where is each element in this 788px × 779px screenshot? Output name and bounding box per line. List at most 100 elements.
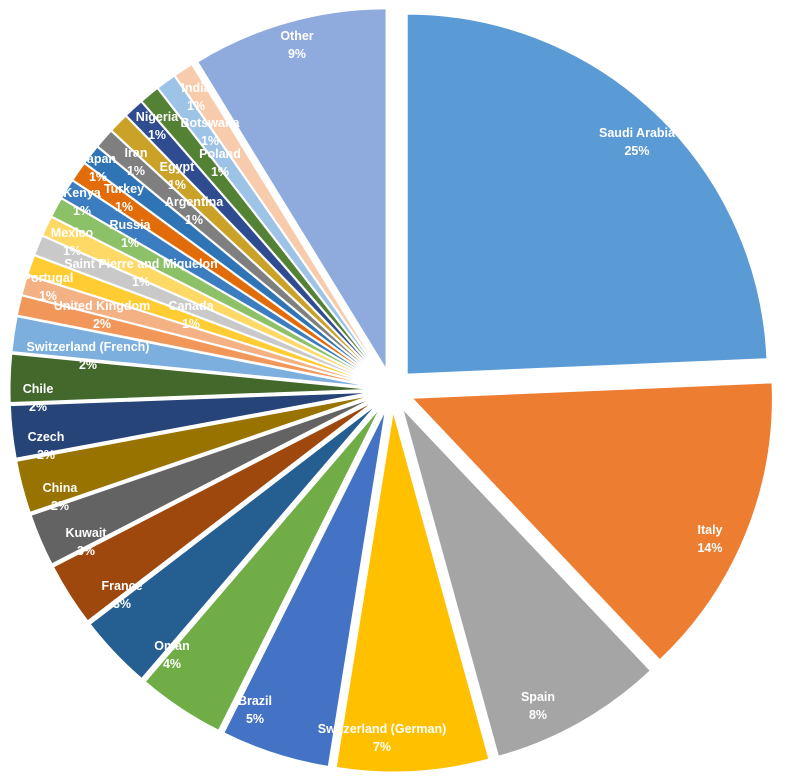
slice-percent-label: 1%	[182, 317, 200, 331]
slice-label-india: India 1%	[181, 81, 211, 113]
slice-name-label: Argentina	[165, 195, 224, 209]
slice-percent-label: 7%	[373, 740, 391, 754]
slice-label-other: Other 9%	[280, 29, 313, 61]
pie-slice-czech	[16, 395, 371, 513]
pie-slice-japan	[84, 146, 375, 377]
slice-label-egypt: Egypt 1%	[160, 160, 196, 192]
slice-name-label: China	[43, 481, 79, 495]
slice-name-label: Saudi Arabia	[599, 126, 676, 140]
slice-percent-label: 9%	[288, 47, 306, 61]
slice-name-label: India	[181, 81, 211, 95]
slice-percent-label: 2%	[93, 317, 111, 331]
pie-slice-other	[197, 8, 387, 371]
slice-label-japan: Japan 1%	[80, 152, 116, 184]
slice-percent-label: 1%	[132, 275, 150, 289]
slice-label-saint-pierre-and-miquelon: Saint Pierre and Miquelon 1%	[64, 257, 218, 289]
slice-percent-label: 5%	[246, 712, 264, 726]
pie-slice-saudi-arabia	[406, 13, 768, 375]
slice-label-switzerland-german: Switzerland (German) 7%	[318, 722, 447, 754]
slice-name-label: Kenya	[63, 186, 102, 200]
slice-percent-label: 14%	[697, 541, 722, 555]
slice-label-canada: Canada 1%	[168, 299, 214, 331]
pie-slice-brazil	[223, 410, 386, 767]
slice-label-argentina: Argentina 1%	[165, 195, 224, 227]
slice-name-label: Czech	[28, 430, 65, 444]
pie-slice-russia	[42, 216, 373, 382]
pie-slice-nigeria	[125, 101, 378, 375]
slice-name-label: Iran	[125, 146, 148, 160]
slice-name-label: Kuwait	[66, 526, 108, 540]
slice-name-label: Other	[280, 29, 313, 43]
slice-label-france: France 3%	[102, 579, 143, 611]
slice-percent-label: 1%	[168, 178, 186, 192]
slice-label-turkey: Turkey 1%	[104, 182, 144, 214]
slice-name-label: France	[102, 579, 143, 593]
slice-percent-label: 4%	[163, 657, 181, 671]
pie-slice-turkey	[61, 180, 374, 379]
slice-name-label: Egypt	[160, 160, 196, 174]
slice-name-label: Poland	[199, 147, 241, 161]
slice-name-label: Canada	[168, 299, 214, 313]
slice-name-label: Turkey	[104, 182, 144, 196]
slice-label-spain: Spain 8%	[521, 690, 555, 722]
slice-percent-label: 1%	[148, 128, 166, 142]
slice-percent-label: 1%	[121, 236, 139, 250]
slice-label-saudi-arabia: Saudi Arabia 25%	[599, 126, 676, 158]
slice-name-label: Botswana	[180, 116, 240, 130]
pie-slice-chile	[9, 391, 371, 459]
pie-slice-botswana	[157, 75, 380, 373]
slice-label-kenya: Kenya 1%	[63, 186, 102, 218]
slice-name-label: Japan	[80, 152, 116, 166]
slice-percent-label: 1%	[201, 134, 219, 148]
pie-slice-china	[30, 398, 372, 565]
slice-label-china: China 2%	[43, 481, 79, 513]
slice-label-iran: Iran 1%	[125, 146, 148, 178]
pie-slice-portugal	[21, 275, 372, 385]
slice-label-switzerland-french: Switzerland (French) 2%	[27, 340, 150, 372]
slice-name-label: Italy	[697, 523, 722, 537]
slice-label-poland: Poland 1%	[199, 147, 241, 179]
slice-name-label: Spain	[521, 690, 555, 704]
slice-percent-label: 1%	[89, 170, 107, 184]
slice-label-chile: Chile 2%	[23, 382, 54, 414]
slice-name-label: Brazil	[238, 694, 272, 708]
pie-slice-italy	[411, 382, 773, 661]
slices-layer	[9, 8, 773, 773]
slice-percent-label: 1%	[63, 244, 81, 258]
slice-label-czech: Czech 2%	[28, 430, 65, 462]
slice-name-label: Switzerland (French)	[27, 340, 150, 354]
pie-slice-kenya	[51, 198, 373, 380]
slice-name-label: Saint Pierre and Miquelon	[64, 257, 218, 271]
slice-percent-label: 3%	[77, 544, 95, 558]
slice-percent-label: 2%	[51, 499, 69, 513]
pie-slice-switzerland-french	[9, 353, 371, 404]
slice-percent-label: 1%	[127, 164, 145, 178]
slice-label-botswana: Botswana 1%	[180, 116, 240, 148]
slice-label-portugal: Portugal 1%	[23, 271, 74, 303]
slice-label-brazil: Brazil 5%	[238, 694, 272, 726]
pie-slice-oman	[144, 407, 381, 731]
pie-slice-switzerland-german	[335, 411, 490, 773]
slice-label-russia: Russia 1%	[110, 218, 152, 250]
pie-slice-argentina	[72, 163, 375, 378]
slice-percent-label: 2%	[37, 448, 55, 462]
slice-percent-label: 1%	[187, 99, 205, 113]
slice-percent-label: 1%	[115, 200, 133, 214]
slice-percent-label: 2%	[29, 400, 47, 414]
slice-label-mexico: Mexico 1%	[51, 226, 94, 258]
slice-name-label: Switzerland (German)	[318, 722, 447, 736]
pie-slice-spain	[402, 408, 651, 757]
pie-slice-poland	[141, 87, 379, 374]
slice-percent-label: 2%	[79, 358, 97, 372]
pie-slice-india	[174, 63, 381, 372]
slice-percent-label: 8%	[529, 708, 547, 722]
slice-percent-label: 25%	[624, 144, 649, 158]
slice-percent-label: 1%	[185, 213, 203, 227]
pie-slice-canada	[16, 295, 371, 386]
slice-label-united-kingdom: United Kingdom 2%	[54, 299, 151, 331]
slice-name-label: Mexico	[51, 226, 94, 240]
slice-label-kuwait: Kuwait 3%	[66, 526, 108, 558]
pie-slice-france	[89, 404, 377, 680]
slice-percent-label: 1%	[73, 204, 91, 218]
